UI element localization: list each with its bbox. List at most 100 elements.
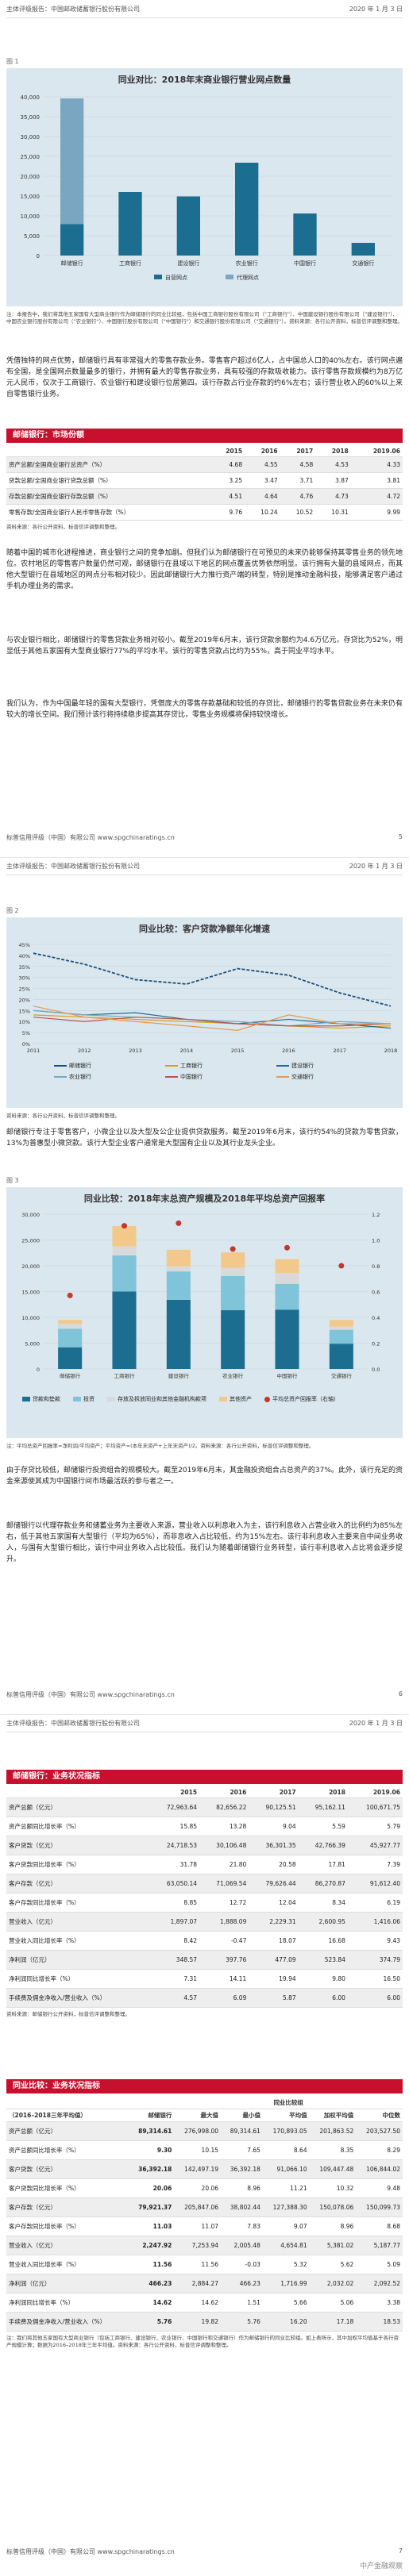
- table-row: 营业收入（亿元） 1,897.07 1,888.09 2,229.31 2,600.95…: [6, 1912, 403, 1932]
- table-row: 净利润同比增长率（%） 7.31 14.11 19.94 9.80 16.50: [6, 1969, 403, 1989]
- legend-item: 平均总资产回报率（右轴）: [264, 1395, 339, 1403]
- x-tick-label: 2015: [231, 1048, 245, 1054]
- table-cell: 8.42: [149, 1931, 200, 1951]
- y-tick-label: 10,000: [21, 213, 41, 220]
- column-header: 中位数: [356, 2109, 403, 2122]
- table-cell: 5.59: [298, 1817, 348, 1836]
- table-cell: 19.82: [174, 2312, 222, 2332]
- table-row: 贷款总额/全国商业银行贷款总额（%） 3.25 3.47 3.71 3.87 3.81: [6, 472, 403, 489]
- series-line: [33, 1017, 392, 1027]
- table-row: 客户存款（亿元） 63,050.14 71,069.54 79,626.44 86,27…: [6, 1874, 403, 1894]
- table-header-row: 2015 2016 2017 2018 2019.06: [6, 1787, 403, 1798]
- column-header: 2019.06: [347, 1787, 403, 1798]
- table-cell: 资产总额同比增长率（%）: [6, 2140, 129, 2160]
- bar-self-operated: [235, 163, 259, 256]
- header-right: 2020 年 1 月 3 日: [349, 863, 403, 870]
- table-cell: 45,927.77: [347, 1836, 403, 1855]
- column-header: 加权平均值: [309, 2109, 357, 2122]
- x-tick-label: 交通银行: [352, 260, 374, 267]
- legend-item: 中国银行: [165, 1073, 245, 1081]
- legend-item: 农业银行: [54, 1073, 133, 1081]
- table-cell: 3.81: [350, 472, 403, 489]
- page-header: 主体评级报告：中国邮政储蓄银行股份有限公司 2020 年 1 月 3 日: [6, 1719, 403, 1732]
- table-row: 资产总额同比增长率（%） 9.30 10.15 7.65 8.64 8.35 8.29: [6, 2140, 403, 2160]
- x-tick-label: 邮储银行: [61, 260, 83, 267]
- table-cell: 142,497.19: [174, 2159, 222, 2179]
- x-tick-label: 中国银行: [294, 260, 316, 267]
- column-header: 2015: [149, 1787, 200, 1798]
- table-cell: 90,125.51: [249, 1797, 299, 1817]
- table-cell: 4.51: [210, 488, 245, 505]
- table-cell: 82,656.22: [199, 1797, 249, 1817]
- table-cell: 手续费及佣金净收入/营业收入（%）: [6, 2312, 129, 2332]
- paragraph-1: 凭借独特的网点优势，邮储银行具有非常强大的零售存款业务。零售客户超过6亿人，占中…: [6, 357, 403, 398]
- table-cell: 5,187.77: [356, 2236, 403, 2255]
- legend-item: 交通银行: [276, 1073, 356, 1081]
- table-cell: 36,392.18: [128, 2159, 175, 2179]
- legend-item: 存放及拆放同业和其他金融机构款项: [107, 1395, 206, 1403]
- line-chart-svg: 0% 5% 10% 15% 20% 25% 30% 35% 40% 45% 2011 2012 2013…: [19, 942, 398, 1054]
- table-cell: 11.56: [174, 2255, 222, 2274]
- table-row: 客户贷款同比增长率（%） 31.78 21.80 20.58 17.81 7.39: [6, 1855, 403, 1874]
- table-cell: 8.96: [309, 2217, 357, 2236]
- table-cell: 手续费及佣金净收入/营业收入（%）: [6, 1988, 150, 2008]
- table-cell: 72,963.64: [149, 1797, 200, 1817]
- series-line: [33, 952, 392, 1007]
- table-1-note: 资料来源：各行公开资料，标普信评调整和整理。: [6, 524, 120, 530]
- paragraph-4: 我们认为，作为中国最年轻的国有大型银行，凭借庞大的零售存款基础和较低的存贷比，邮…: [6, 700, 403, 719]
- table-cell: 8.34: [298, 1893, 348, 1913]
- table-cell: 5.66: [262, 2293, 310, 2313]
- table-cell: 营业收入同比增长率（%）: [6, 2255, 129, 2274]
- stacked-bar-segment: [221, 1276, 245, 1310]
- table-cell: 10.15: [174, 2140, 222, 2160]
- stacked-bar-segment: [221, 1309, 245, 1369]
- footer-page-number: 6: [398, 1690, 403, 1697]
- table-cell: 9.99: [350, 504, 403, 521]
- roaa-dot: [338, 1263, 345, 1269]
- stacked-bar-segment: [329, 1329, 353, 1344]
- stacked-bar-segment: [112, 1255, 137, 1292]
- table-cell: 24,718.53: [149, 1836, 200, 1855]
- table-cell: 4.33: [350, 456, 403, 473]
- legend-item: 投资: [73, 1395, 95, 1403]
- column-header: 最小值: [221, 2109, 263, 2122]
- figure-label: 图 2: [6, 907, 19, 914]
- table-cell: 9.48: [356, 2178, 403, 2198]
- page-2: 主体评级报告：中国邮政储蓄银行股份有限公司 2020 年 1 月 3 日 图 2…: [0, 857, 409, 1715]
- table-3-note: 注：我们将其他五家国有大型商业银行（包括工商银行、建设银行、农业银行、中国银行和…: [6, 2335, 399, 2348]
- page-footer: 标普信用评级（中国）有限公司 www.spgchinaratings.cn 5: [6, 833, 403, 842]
- table-cell: 3.47: [245, 472, 280, 489]
- table-cell: 20.06: [174, 2178, 222, 2198]
- y-tick-label: 15,000: [21, 1290, 40, 1296]
- table-cell: 170,893.05: [262, 2121, 310, 2141]
- table-2-note: 资料来源：邮储银行公开资料，标普信评调整和整理。: [6, 2011, 130, 2017]
- y-tick-label: 0: [37, 1367, 40, 1373]
- table-header-row: （2016–2018三年平均值） 邮储银行 最大值 最小值 平均值 加权平均值 中位数: [6, 2109, 403, 2122]
- table-cell: 11.56: [128, 2255, 175, 2274]
- table-3: 同业比较组 （2016–2018三年平均值） 邮储银行 最大值 最小值 平均值 加权平均值…: [6, 2097, 403, 2349]
- legend-label: 自营网点: [165, 274, 187, 281]
- table-cell: 2,005.48: [221, 2236, 263, 2255]
- column-header: 2017: [249, 1787, 299, 1798]
- table-cell: 8.96: [221, 2178, 263, 2198]
- y-tick-label: 20,000: [21, 1263, 40, 1270]
- table-row: 资产总额/全国商业银行总资产（%） 4.68 4.55 4.58 4.53 4.33: [6, 456, 403, 473]
- column-header: 邮储银行: [128, 2109, 175, 2122]
- table-cell: 11.07: [174, 2217, 222, 2236]
- y-tick-label: 45%: [19, 942, 30, 948]
- table-2: 2015 2016 2017 2018 2019.06 资产总额（亿元） 72,963.64…: [6, 1787, 403, 2017]
- footer-left: 标普信用评级（中国）有限公司 www.spgchinaratings.cn: [6, 1691, 175, 1698]
- table-cell: 3.38: [356, 2293, 403, 2313]
- column-header: 2019.06: [350, 446, 403, 457]
- table-cell: 资产总额（亿元）: [6, 2121, 129, 2141]
- table-cell: 营业收入同比增长率（%）: [6, 1931, 150, 1951]
- table-cell: 净利润同比增长率（%）: [6, 2293, 129, 2313]
- table-cell: 397.76: [199, 1950, 249, 1970]
- x-tick-label: 交通银行: [331, 1372, 353, 1379]
- table-cell: 4.72: [350, 488, 403, 505]
- x-tick-label: 建设银行: [168, 1372, 190, 1379]
- table-cell: 11.03: [128, 2217, 175, 2236]
- table-cell: 2,247.92: [128, 2236, 175, 2255]
- table-cell: 8.68: [356, 2217, 403, 2236]
- y-tick-label: 40,000: [21, 94, 41, 101]
